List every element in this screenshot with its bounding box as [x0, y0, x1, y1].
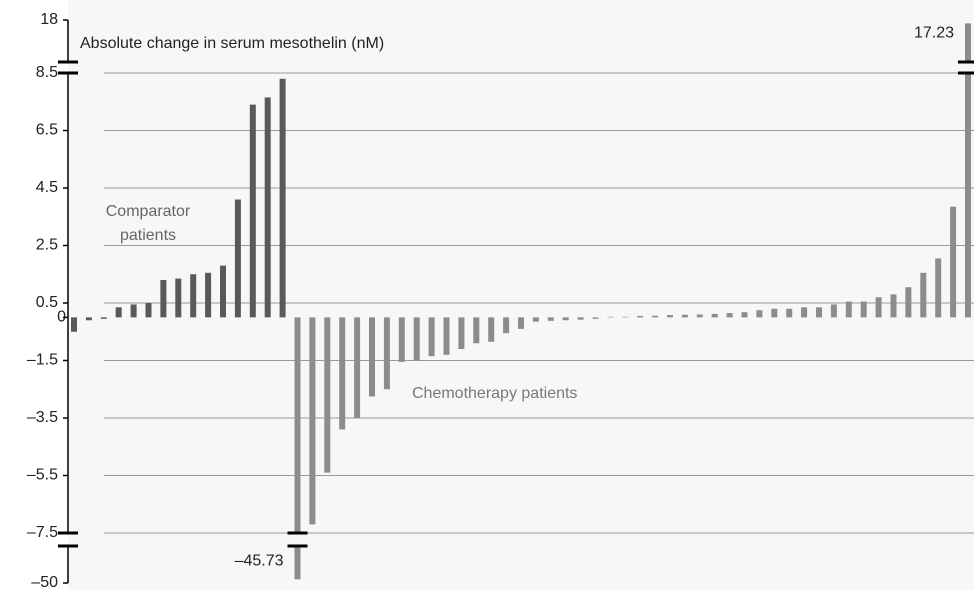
bar [339, 317, 346, 430]
y-tick-label: 6.5 [36, 122, 58, 139]
value-label: 17.23 [914, 25, 954, 42]
bar [518, 317, 524, 329]
bar [294, 317, 301, 580]
bar [637, 315, 644, 318]
bar [383, 317, 390, 390]
bar [249, 104, 256, 318]
value-label: –45.73 [235, 553, 284, 570]
bar [756, 310, 763, 318]
bar [592, 317, 599, 319]
bar [860, 301, 867, 318]
bar [85, 317, 92, 321]
series-annotation: patients [120, 227, 176, 244]
bar [905, 287, 912, 318]
bar [503, 317, 510, 334]
break-gap [287, 533, 308, 546]
bar [652, 315, 659, 318]
bar [562, 317, 569, 321]
chart-title: Absolute change in serum mesothelin (nM) [80, 35, 384, 52]
bar [488, 317, 495, 342]
bar [354, 317, 361, 418]
bar [279, 78, 286, 318]
bar [413, 317, 420, 361]
bar [234, 199, 241, 318]
bar [71, 317, 77, 332]
bar [443, 317, 450, 355]
y-tick-label: 8.5 [36, 64, 58, 81]
bar [622, 316, 629, 318]
bar [175, 278, 182, 318]
bar [264, 97, 271, 318]
bar [100, 317, 107, 319]
bar [547, 317, 554, 321]
bar [696, 314, 703, 318]
bar [532, 317, 539, 322]
bar [309, 317, 316, 525]
y-tick-label: 0 [57, 309, 66, 326]
bar [875, 297, 882, 318]
bar [950, 206, 957, 318]
y-tick-label: –5.5 [27, 467, 58, 484]
bar [711, 313, 718, 318]
y-tick-label: 18 [40, 11, 58, 28]
bar [920, 272, 927, 318]
y-tick-label: –3.5 [27, 409, 58, 426]
bar [115, 307, 122, 318]
plot-background [68, 0, 974, 590]
bar [190, 274, 197, 318]
bar [935, 258, 942, 318]
bar [428, 317, 435, 357]
bar [205, 272, 212, 318]
bar [160, 280, 167, 318]
bar [324, 317, 331, 473]
break-gap [958, 62, 974, 73]
bar [607, 316, 614, 318]
bar [220, 265, 226, 318]
bar [130, 304, 137, 318]
bar [771, 308, 778, 318]
y-tick-label: –7.5 [27, 524, 58, 541]
bar [830, 304, 837, 318]
bar [667, 315, 673, 318]
bar [473, 317, 480, 344]
bar [369, 317, 375, 397]
bar [890, 294, 897, 318]
bar [681, 314, 688, 318]
bar [577, 317, 584, 320]
series-annotation: Chemotherapy patients [412, 385, 577, 402]
bar [816, 307, 822, 318]
y-tick-label: 2.5 [36, 237, 58, 254]
bar [398, 317, 405, 362]
bar [458, 317, 465, 349]
bar [726, 313, 733, 318]
bar [786, 308, 793, 318]
bar [845, 301, 852, 318]
y-tick-label: 0.5 [36, 294, 58, 311]
y-tick-label: –50 [31, 574, 58, 590]
series-annotation: Comparator [106, 203, 191, 220]
y-tick-label: –1.5 [27, 352, 58, 369]
y-tick-label: 4.5 [36, 179, 58, 196]
bar [965, 23, 971, 318]
bar [145, 303, 152, 318]
bar [741, 312, 748, 318]
bar [801, 307, 808, 318]
